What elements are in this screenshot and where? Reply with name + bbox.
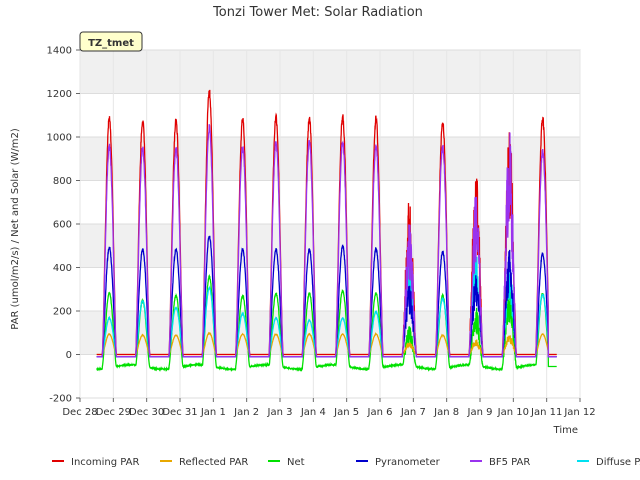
x-tick-label: Dec 29 bbox=[96, 407, 131, 418]
plot-band bbox=[80, 50, 580, 94]
y-tick-label: 600 bbox=[53, 220, 72, 231]
plot-band bbox=[80, 354, 580, 398]
x-axis-label: Time bbox=[553, 425, 578, 436]
x-tick-label: Jan 8 bbox=[433, 407, 459, 418]
y-tick-label: 1400 bbox=[47, 46, 72, 57]
plot-band bbox=[80, 311, 580, 355]
x-tick-label: Jan 3 bbox=[267, 407, 293, 418]
x-tick-label: Jan 4 bbox=[300, 407, 326, 418]
legend-label: Incoming PAR bbox=[71, 457, 140, 468]
plot-band bbox=[80, 93, 580, 137]
x-tick-label: Dec 30 bbox=[129, 407, 164, 418]
y-tick-label: 200 bbox=[53, 307, 72, 318]
chart-title: Tonzi Tower Met: Solar Radiation bbox=[212, 5, 423, 20]
legend-label: BF5 PAR bbox=[489, 457, 530, 468]
legend-label: Diffuse PAR bbox=[596, 457, 640, 468]
x-tick-label: Dec 28 bbox=[62, 407, 97, 418]
y-tick-label: 0 bbox=[66, 350, 72, 361]
x-tick-label: Jan 1 bbox=[200, 407, 226, 418]
series-line-bf5-par bbox=[96, 124, 557, 358]
y-axis: -200 0 200 400 600 800 1000 1200 1400 bbox=[47, 46, 80, 405]
annotation-label: TZ_tmet bbox=[88, 38, 134, 49]
x-tick-label: Jan 12 bbox=[563, 407, 595, 418]
plot-band bbox=[80, 137, 580, 181]
legend-label: Reflected PAR bbox=[179, 457, 248, 468]
plot-band bbox=[80, 224, 580, 268]
x-tick-label: Jan 5 bbox=[333, 407, 359, 418]
x-tick-label: Jan 6 bbox=[367, 407, 393, 418]
legend-label: Net bbox=[287, 457, 305, 468]
x-tick-label: Jan 9 bbox=[467, 407, 493, 418]
x-tick-label: Jan 10 bbox=[497, 407, 529, 418]
annotation-box-frame bbox=[79, 31, 143, 52]
plot-band bbox=[80, 267, 580, 311]
plot-band bbox=[80, 180, 580, 224]
legend: Incoming PAR Reflected PAR Net Pyranometer B… bbox=[52, 457, 640, 468]
y-tick-label: 1000 bbox=[47, 133, 72, 144]
legend-label: Pyranometer bbox=[375, 457, 441, 468]
annotation-box: TZ_tmet bbox=[79, 31, 143, 52]
y-axis-label: PAR (umol/m2/s) / Net and Solar (W/m2) bbox=[10, 128, 21, 330]
y-tick-label: 400 bbox=[53, 263, 72, 274]
y-tick-label: 800 bbox=[53, 176, 72, 187]
x-tick-label: Jan 7 bbox=[400, 407, 426, 418]
x-tick-label: Dec 31 bbox=[162, 407, 197, 418]
y-tick-label: -200 bbox=[49, 394, 72, 405]
x-tick-label: Jan 11 bbox=[530, 407, 562, 418]
series-layer bbox=[96, 89, 557, 373]
x-tick-label: Jan 2 bbox=[233, 407, 259, 418]
plot-area bbox=[79, 49, 581, 399]
y-tick-label: 1200 bbox=[47, 89, 72, 100]
